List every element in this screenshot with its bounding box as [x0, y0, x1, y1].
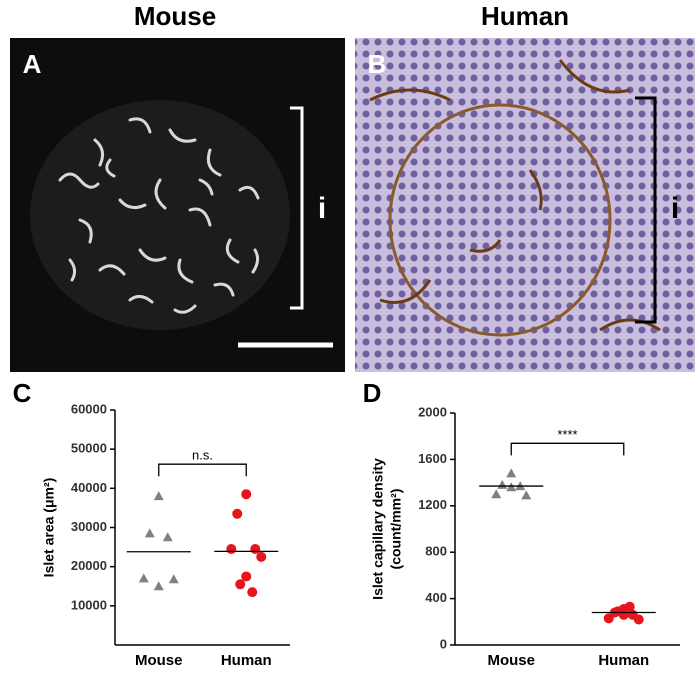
panel-label: B [368, 49, 387, 79]
y-tick-label: 400 [425, 590, 447, 605]
y-axis-title: (count/mm²) [388, 489, 404, 570]
data-point [138, 573, 149, 583]
data-point [241, 489, 252, 500]
y-tick-label: 50000 [71, 441, 107, 456]
y-tick-label: 60000 [71, 401, 107, 416]
significance-bracket [510, 442, 625, 456]
data-point [521, 490, 532, 500]
significance-label: **** [557, 427, 577, 442]
data-point [162, 532, 173, 542]
y-tick-label: 2000 [418, 404, 447, 419]
data-point [241, 571, 252, 582]
y-tick-label: 40000 [71, 480, 107, 495]
x-tick-label: Human [598, 652, 649, 669]
panel-label: C [13, 378, 32, 408]
y-axis-title: Islet capillary density [370, 458, 386, 600]
data-point [250, 544, 261, 555]
islet-label: i [671, 192, 679, 225]
significance-bracket [158, 463, 247, 477]
x-tick-label: Human [221, 652, 272, 669]
data-point [235, 579, 246, 590]
y-tick-label: 1200 [418, 497, 447, 512]
data-point [153, 581, 164, 591]
column-title: Human [481, 1, 569, 31]
x-tick-label: Mouse [135, 652, 183, 669]
y-tick-label: 10000 [71, 597, 107, 612]
micrograph-a: A i [10, 38, 345, 372]
data-point [144, 528, 155, 538]
y-tick-label: 1600 [418, 451, 447, 466]
data-point [247, 587, 258, 598]
data-point [612, 606, 623, 617]
significance-label: n.s. [192, 448, 213, 463]
data-point [256, 551, 267, 562]
data-point [226, 544, 237, 555]
data-point [624, 601, 635, 612]
islet-label: i [318, 192, 326, 225]
panel-label: D [363, 378, 382, 408]
data-point [168, 574, 179, 584]
column-title: Mouse [134, 1, 216, 31]
micrograph-b: B i [355, 38, 695, 372]
y-axis-title: Islet area (μm²) [41, 478, 57, 578]
data-point [153, 491, 164, 501]
y-tick-label: 0 [440, 636, 447, 651]
data-point [633, 614, 644, 625]
data-point [603, 613, 614, 624]
data-point [232, 508, 243, 519]
y-tick-label: 800 [425, 544, 447, 559]
panel-label: A [23, 49, 42, 79]
y-tick-label: 20000 [71, 558, 107, 573]
data-point [506, 468, 517, 478]
data-point [491, 489, 502, 499]
data-point [497, 479, 508, 489]
y-tick-label: 30000 [71, 519, 107, 534]
x-tick-label: Mouse [487, 652, 535, 669]
data-point [506, 482, 517, 492]
